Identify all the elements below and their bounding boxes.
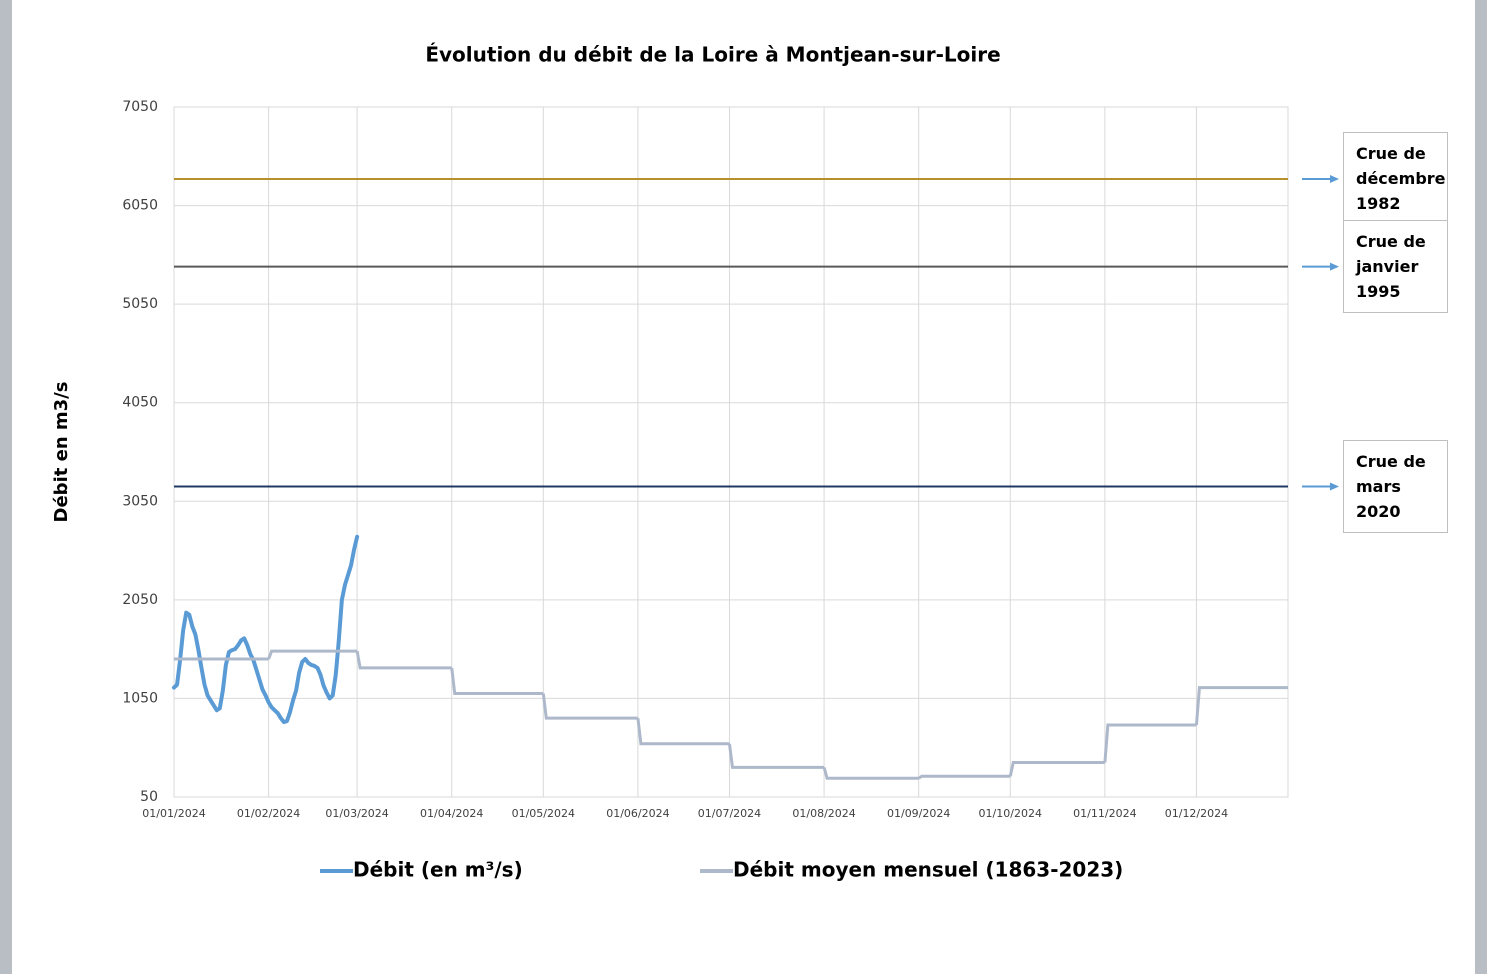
x-tick-label: 01/10/2024 [979, 807, 1042, 820]
annotation: Crue de décembre 1982 [1343, 132, 1448, 225]
y-tick-label: 1050 [122, 690, 158, 706]
step-segment [636, 717, 730, 746]
x-tick-label: 01/08/2024 [792, 807, 855, 820]
step-segment [450, 667, 544, 695]
x-tick-label: 01/01/2024 [142, 807, 205, 820]
y-axis-label: Débit en m3/s [51, 382, 72, 523]
step-segment [267, 649, 358, 660]
x-tick-label: 01/02/2024 [237, 807, 300, 820]
step-segment [1008, 761, 1105, 777]
annotation: Crue de janvier 1995 [1343, 220, 1448, 313]
arrow-head [1330, 482, 1339, 491]
x-tick-label: 01/06/2024 [606, 807, 669, 820]
series-line [172, 534, 360, 725]
plot-area [173, 106, 1289, 798]
y-tick-label: 50 [140, 789, 158, 805]
arrow-head [1330, 174, 1339, 183]
x-tick-label: 01/12/2024 [1165, 807, 1228, 820]
x-tick-label: 01/11/2024 [1073, 807, 1136, 820]
legend-label: Débit (en m³/s) [353, 858, 523, 882]
y-tick-label: 3050 [122, 493, 158, 509]
y-tick-label: 7050 [122, 99, 158, 115]
x-tick-label: 01/07/2024 [698, 807, 761, 820]
step-segment [355, 650, 452, 670]
x-tick-label: 01/03/2024 [325, 807, 388, 820]
step-segment [822, 767, 919, 780]
x-tick-label: 01/04/2024 [420, 807, 483, 820]
y-tick-label: 6050 [122, 198, 158, 214]
y-tick-label: 2050 [122, 592, 158, 608]
arrow-head [1330, 262, 1339, 271]
y-tick-label: 4050 [122, 395, 158, 411]
x-tick-label: 01/05/2024 [512, 807, 575, 820]
annotation: Crue de mars 2020 [1343, 440, 1448, 533]
step-segment [1103, 723, 1197, 763]
step-segment [917, 774, 1011, 780]
y-tick-label: 5050 [122, 296, 158, 312]
step-segment [541, 693, 638, 720]
step-segment [727, 743, 825, 769]
chart-title: Évolution du débit de la Loire à Montjea… [425, 43, 1000, 67]
legend-label: Débit moyen mensuel (1863-2023) [733, 858, 1123, 882]
x-tick-label: 01/09/2024 [887, 807, 950, 820]
step-segment [1194, 686, 1288, 726]
